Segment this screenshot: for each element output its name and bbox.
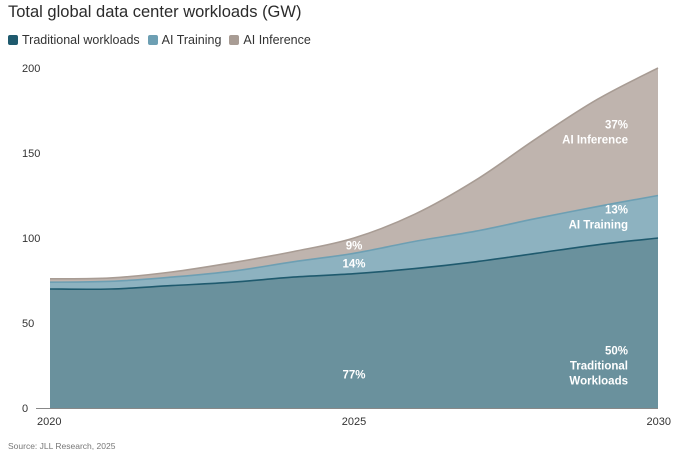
legend-item-ai-training: AI Training xyxy=(147,33,222,47)
area-annotation: 50% xyxy=(605,346,628,358)
legend-item-traditional: Traditional workloads xyxy=(8,33,140,47)
area-annotation: Traditional xyxy=(570,361,628,373)
legend-item-ai-inference: AI Inference xyxy=(229,33,311,47)
area-annotation: AI Inference xyxy=(562,134,628,146)
legend-swatch-ai-training xyxy=(147,35,158,45)
area-ai-training xyxy=(50,195,658,290)
line-traditional xyxy=(49,237,659,291)
x-tick-label: 2025 xyxy=(342,416,366,428)
y-tick-label: 150 xyxy=(22,148,40,160)
chart-legend: Traditional workloads AI Training AI Inf… xyxy=(8,33,319,47)
x-tick-label: 2030 xyxy=(647,416,671,428)
y-tick-label: 200 xyxy=(22,63,40,75)
area-annotation: Workloads xyxy=(569,376,628,388)
area-traditional xyxy=(50,238,658,408)
area-annotation: 14% xyxy=(342,259,365,271)
area-annotation: 77% xyxy=(342,369,365,381)
source-note: Source: JLL Research, 2025 xyxy=(8,441,116,451)
line-ai-inference xyxy=(49,67,659,280)
legend-label-ai-training: AI Training xyxy=(161,33,222,47)
chart-title: Total global data center workloads (GW) xyxy=(8,3,302,21)
x-tick-label: 2020 xyxy=(37,416,61,428)
area-annotation: AI Training xyxy=(569,219,628,231)
legend-label-ai-inference: AI Inference xyxy=(243,33,311,47)
legend-label-traditional: Traditional workloads xyxy=(22,33,140,47)
legend-swatch-ai-inference xyxy=(229,35,240,45)
y-tick-label: 100 xyxy=(22,233,40,245)
legend-swatch-traditional xyxy=(8,35,18,45)
area-annotation: 9% xyxy=(346,241,363,253)
area-annotation: 37% xyxy=(605,119,628,131)
y-tick-label: 0 xyxy=(22,403,28,415)
area-ai-inference xyxy=(50,68,658,283)
area-annotation: 13% xyxy=(605,204,628,216)
y-tick-label: 50 xyxy=(22,318,34,330)
line-ai-training xyxy=(49,194,659,283)
